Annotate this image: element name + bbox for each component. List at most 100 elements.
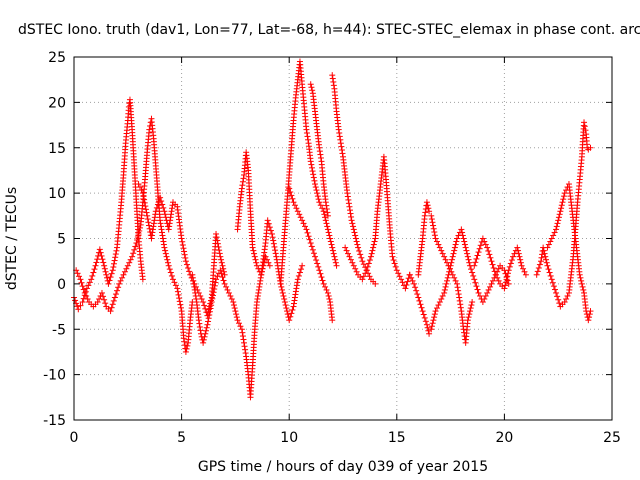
data-point [304,229,311,236]
data-point [504,270,511,277]
data-point [116,280,123,287]
data-point [182,254,189,261]
data-point [438,296,445,302]
data-point [123,265,130,272]
data-point [220,277,227,284]
data-point [299,262,306,269]
data-point [362,270,369,277]
data-point [86,279,93,286]
data-point [235,320,242,327]
data-point [423,199,430,206]
data-point [391,260,398,267]
data-point [449,253,456,260]
data-point [288,192,295,199]
data-point [167,269,174,276]
data-point [323,220,330,227]
x-tick-label: 0 [70,430,79,446]
data-point [221,280,228,287]
data-point [324,209,331,216]
data-point [435,241,442,248]
data-point [344,193,351,200]
data-point [271,243,278,250]
data-point [230,299,237,306]
data-point [218,259,225,266]
data-point [280,292,287,299]
data-point [369,247,376,254]
data-point [184,342,191,349]
data-point [268,230,275,237]
data-point [197,327,204,334]
data-point [586,314,593,321]
data-point [390,257,397,264]
data-point [304,133,311,140]
data-point [90,269,97,276]
data-point [504,273,511,280]
data-point [402,285,409,292]
data-point [100,293,107,300]
data-point [124,262,131,269]
data-point [429,219,436,226]
data-point [164,256,171,263]
data-point [231,305,238,312]
data-point [211,286,218,293]
data-point [585,317,592,324]
data-point [439,250,446,257]
data-point [312,181,319,188]
data-point [460,326,467,333]
data-point [228,296,235,302]
data-point [314,190,321,197]
data-point [505,267,512,274]
data-point [347,210,354,217]
data-point [140,193,147,200]
data-point [234,317,241,324]
data-point [232,308,239,315]
data-point [503,276,510,283]
data-point [372,280,379,287]
data-point [462,244,469,251]
data-point [495,265,502,272]
data-point [353,238,360,245]
data-point [481,238,488,245]
data-point [364,263,371,270]
data-point [310,171,317,178]
data-point [175,291,182,298]
data-point [142,206,149,213]
data-point [196,323,203,330]
data-point [316,267,323,274]
data-point [428,212,435,219]
data-point [309,87,316,94]
data-point [463,247,470,254]
data-point [186,268,193,275]
data-point [471,276,478,283]
data-point [107,274,114,281]
data-point [315,196,322,203]
data-point [347,256,354,263]
data-point [436,244,443,251]
data-point [198,296,205,302]
data-point [177,304,184,311]
data-point [289,306,296,313]
data-point [547,238,554,245]
data-point [422,209,429,216]
data-point [536,261,543,268]
data-point [485,247,492,254]
data-point [144,216,151,223]
data-point [112,291,119,298]
data-point [110,260,117,267]
data-point [560,193,567,200]
data-point [416,297,423,304]
data-point [162,211,169,218]
data-point [452,277,459,284]
data-point [85,282,92,289]
data-point [501,285,508,292]
data-point [313,187,320,194]
data-point [294,276,301,283]
data-point [449,256,456,263]
data-point [153,204,160,211]
data-point [161,208,168,215]
data-point [351,229,358,236]
data-point [145,219,152,226]
data-point [241,343,248,350]
data-point [330,82,337,89]
data-point [576,271,583,278]
